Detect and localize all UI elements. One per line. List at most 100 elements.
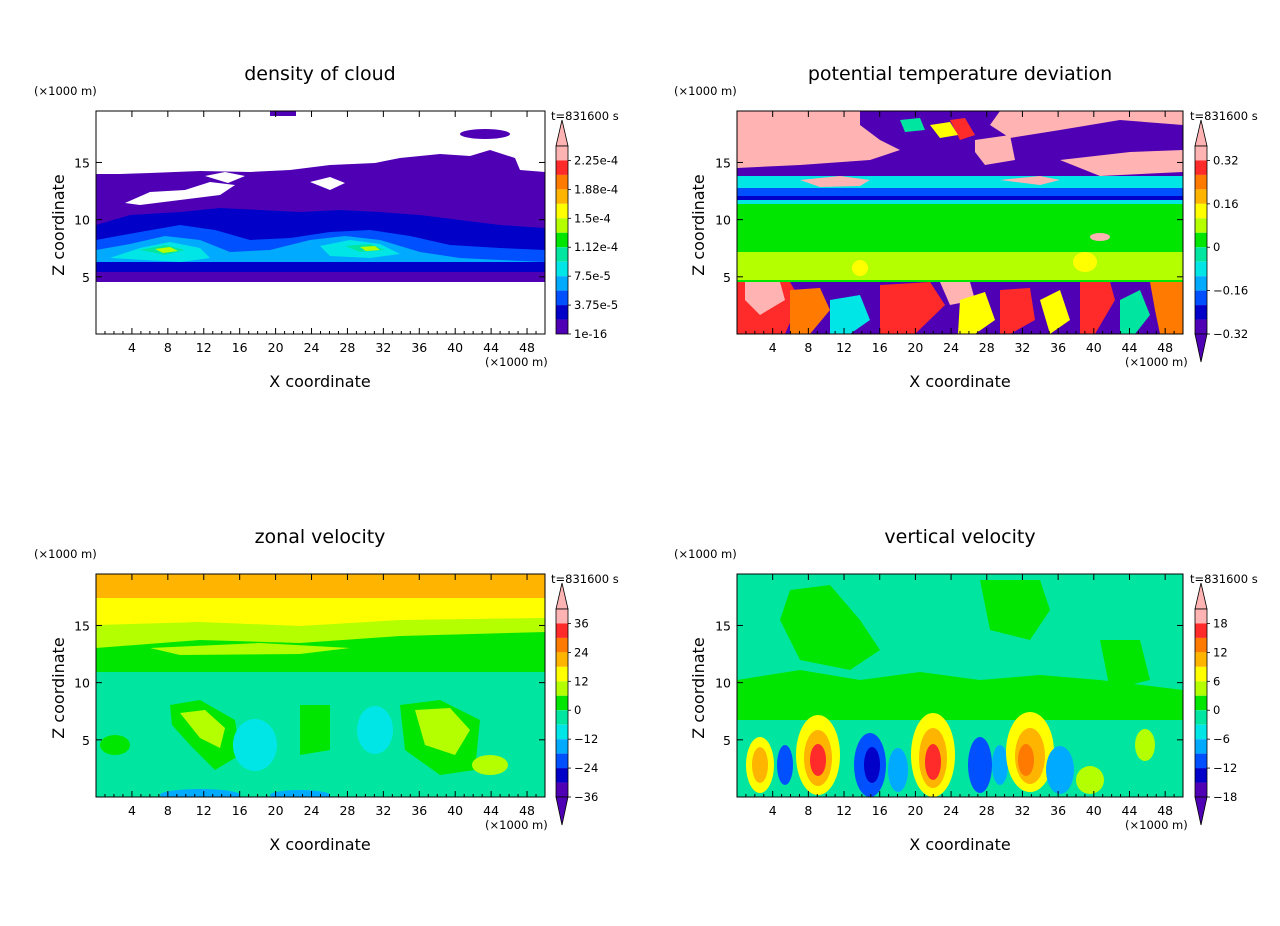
colorbar-label: −12: [1213, 761, 1237, 775]
colorbar-swatch: [1195, 710, 1207, 725]
y-tick-label: 5: [723, 270, 731, 285]
colorbar-label: 3.75e-5: [574, 298, 618, 312]
colorbar-swatch: [1195, 637, 1207, 653]
colorbar-swatch: [556, 160, 568, 175]
chart-title: vertical velocity: [884, 526, 1035, 548]
colorbar-swatch: [1195, 218, 1207, 233]
y-unit-label: (×1000 m): [34, 547, 97, 561]
x-tick-label: 12: [196, 340, 212, 355]
x-tick-label: 40: [447, 803, 463, 818]
colorbar-swatch: [556, 203, 568, 219]
x-tick-label: 32: [1014, 340, 1030, 355]
x-axis-label: X coordinate: [909, 372, 1010, 391]
colorbar-label: 7.5e-5: [574, 269, 611, 283]
x-unit-label: (×1000 m): [485, 818, 548, 832]
colorbar-label: 6: [1213, 674, 1220, 688]
y-tick-label: 15: [715, 618, 731, 633]
x-tick-label: 4: [769, 340, 777, 355]
x-tick-label: 20: [268, 803, 284, 818]
plot-field: [96, 111, 545, 334]
x-tick-label: 44: [1122, 340, 1138, 355]
panel-potential-temperature-deviation: potential temperature deviation (×1000 m…: [674, 63, 1258, 391]
x-tick-label: 4: [128, 803, 136, 818]
x-tick-label: 48: [1157, 803, 1173, 818]
y-tick-label: 15: [74, 618, 90, 633]
colorbar-label: −0.16: [1213, 284, 1248, 298]
colorbar-swatch: [556, 232, 568, 248]
colorbar-swatch: [556, 782, 568, 797]
colorbar-label: −36: [574, 790, 598, 804]
x-tick-label: 8: [164, 803, 172, 818]
colorbar-label: −12: [574, 732, 598, 746]
chart-title: density of cloud: [244, 63, 396, 85]
colorbar-swatch: [556, 247, 568, 262]
x-axis-label: X coordinate: [269, 372, 370, 391]
x-tick-label: 48: [519, 803, 535, 818]
colorbar-swatch: [556, 290, 568, 306]
colorbar-swatch: [556, 261, 568, 277]
x-tick-label: 24: [304, 340, 320, 355]
x-tick-label: 36: [1050, 340, 1066, 355]
colorbar-label: 1.88e-4: [574, 182, 618, 196]
time-label: t=831600 s: [1190, 572, 1258, 586]
colorbar-swatch: [556, 652, 568, 667]
colorbar-swatch: [556, 319, 568, 334]
x-tick-label: 8: [164, 340, 172, 355]
colorbar-swatch: [1195, 261, 1207, 277]
colorbar-swatch: [556, 218, 568, 233]
colorbar-label: 0.16: [1213, 197, 1239, 211]
colorbar-label: 1e-16: [574, 327, 607, 341]
colorbar-label: −6: [1213, 732, 1230, 746]
x-tick-label: 20: [907, 803, 923, 818]
panel-vertical-velocity: vertical velocity (×1000 m) t=831600 s: [674, 526, 1258, 854]
colorbar-label: 36: [574, 616, 589, 630]
chart-title: potential temperature deviation: [808, 63, 1112, 85]
y-tick-label: 5: [723, 733, 731, 748]
colorbar-swatch: [556, 174, 568, 190]
colorbar-swatch: [1195, 319, 1207, 334]
x-tick-label: 16: [232, 340, 248, 355]
time-label: t=831600 s: [1190, 109, 1258, 123]
colorbar-swatch: [1195, 623, 1207, 638]
colorbar-swatch: [1195, 247, 1207, 262]
colorbar-swatch: [1195, 782, 1207, 797]
x-tick-label: 12: [196, 803, 212, 818]
x-tick-label: 4: [128, 340, 136, 355]
colorbar-label: 1.5e-4: [574, 211, 611, 225]
colorbar-label: 0: [574, 703, 581, 717]
colorbar-swatch: [556, 768, 568, 783]
x-tick-label: 48: [1157, 340, 1173, 355]
colorbar-min-triangle: [1194, 796, 1208, 826]
colorbar-max-triangle: [555, 582, 569, 610]
colorbar-label: 0: [1213, 703, 1220, 717]
y-tick-label: 10: [715, 676, 731, 691]
colorbar-label: 0.32: [1213, 153, 1239, 167]
colorbar-label: 0: [1213, 240, 1220, 254]
colorbar-swatch: [1195, 232, 1207, 248]
colorbar-label: 24: [574, 645, 589, 659]
colorbar-swatch: [1195, 203, 1207, 219]
colorbar-swatch: [1195, 189, 1207, 204]
x-tick-label: 8: [804, 340, 812, 355]
colorbar-swatch: [556, 189, 568, 204]
colorbar-swatch: [556, 276, 568, 291]
colorbar-swatch: [1195, 276, 1207, 291]
plot-field: [737, 111, 1183, 334]
colorbar-max-triangle: [1194, 119, 1208, 147]
colorbar-swatch: [556, 695, 568, 711]
colorbar-swatch: [1195, 174, 1207, 190]
x-tick-label: 20: [268, 340, 284, 355]
colorbar-label: 1.12e-4: [574, 240, 618, 254]
colorbar-swatch: [1195, 739, 1207, 754]
colorbar-swatch: [1195, 695, 1207, 711]
colorbar-swatch: [1195, 305, 1207, 320]
x-tick-label: 28: [979, 803, 995, 818]
x-tick-label: 32: [375, 340, 391, 355]
colorbar-swatch: [556, 146, 568, 161]
colorbar: 2.25e-4 1.88e-4 1.5e-4 1.12e-4 7.5e-5 3.75e-5…: [555, 119, 618, 341]
x-tick-label: 12: [836, 803, 852, 818]
colorbar-swatch: [556, 637, 568, 653]
